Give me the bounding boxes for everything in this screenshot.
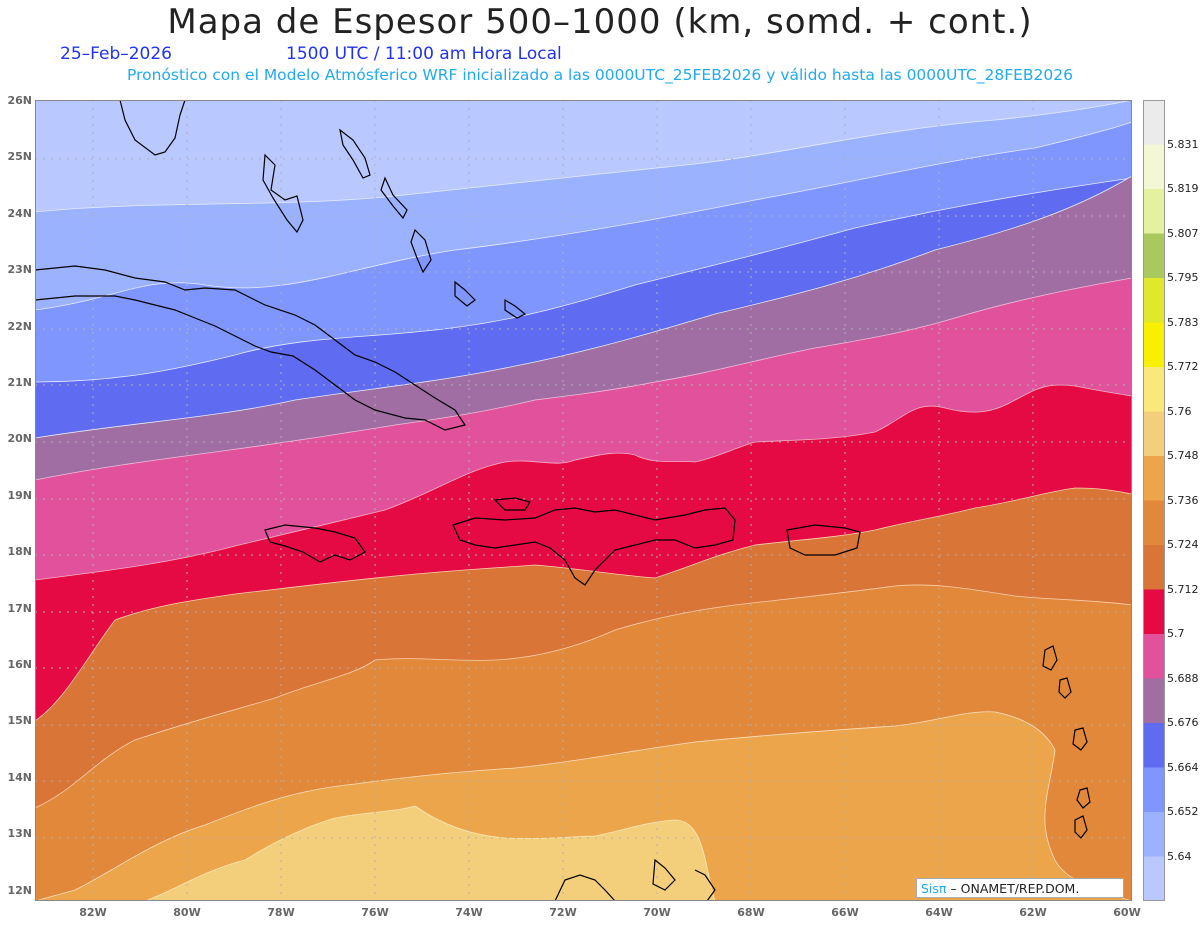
thickness-map — [35, 100, 1132, 901]
lon-label: 62W — [1019, 906, 1047, 919]
lon-label: 64W — [925, 906, 953, 919]
colorbar-label: 5.795 — [1167, 271, 1199, 284]
colorbar-label: 5.688 — [1167, 671, 1199, 685]
lon-label: 78W — [267, 906, 295, 919]
coastlines — [35, 100, 1091, 901]
colorbar-swatch — [1143, 723, 1165, 768]
colorbar-swatch — [1143, 589, 1165, 635]
colorbar-label: 5.712 — [1167, 582, 1199, 596]
colorbar-swatch — [1143, 100, 1165, 145]
forecast-time: 1500 UTC / 11:00 am Hora Local — [286, 44, 562, 64]
credit-box: Sisπ – ONAMET/REP.DOM. — [916, 878, 1124, 898]
lat-label: 12N — [7, 883, 32, 897]
colorbar-swatch — [1143, 322, 1165, 368]
lon-label: 60W — [1113, 906, 1141, 919]
lon-label: 74W — [455, 906, 483, 919]
colorbar-label: 5.7 — [1167, 627, 1185, 640]
colorbar — [1143, 100, 1165, 901]
colorbar-label: 5.724 — [1167, 538, 1199, 551]
lat-label: 26N — [7, 94, 32, 107]
lon-label: 70W — [643, 906, 671, 919]
lon-label: 76W — [361, 906, 389, 919]
lon-label: 80W — [173, 906, 201, 919]
colorbar-swatch — [1143, 678, 1165, 724]
lat-label: 24N — [7, 206, 32, 220]
lat-label: 22N — [7, 319, 32, 333]
colorbar-label: 5.736 — [1167, 493, 1199, 507]
lat-label: 20N — [7, 432, 32, 446]
colorbar-swatch — [1143, 767, 1165, 813]
credit-text: – ONAMET/REP.DOM. — [950, 881, 1080, 896]
lat-label: 17N — [7, 601, 32, 615]
colorbar-label: 5.664 — [1167, 760, 1199, 774]
lon-label: 66W — [831, 906, 859, 919]
colorbar-swatch — [1143, 233, 1165, 279]
colorbar-swatch — [1143, 278, 1165, 323]
colorbar-label: 5.652 — [1167, 805, 1199, 818]
lon-label: 82W — [79, 906, 107, 919]
colorbar-swatch — [1143, 545, 1165, 590]
colorbar-label: 5.807 — [1167, 226, 1199, 240]
lat-label: 15N — [7, 714, 32, 728]
colorbar-label: 5.831 — [1167, 137, 1199, 151]
credit-brand: Sisπ — [921, 881, 947, 896]
lat-lon-grid — [35, 100, 1132, 901]
lon-label: 72W — [549, 906, 577, 919]
colorbar-swatch — [1143, 812, 1165, 857]
lat-label: 18N — [7, 545, 32, 559]
colorbar-label: 5.64 — [1167, 849, 1192, 863]
colorbar-label: 5.772 — [1167, 360, 1199, 373]
colorbar-swatch — [1143, 500, 1165, 546]
colorbar-swatch — [1143, 634, 1165, 679]
colorbar-label: 5.676 — [1167, 716, 1199, 729]
map-title: Mapa de Espesor 500–1000 (km, somd. + co… — [167, 2, 1033, 42]
lat-label: 14N — [7, 770, 32, 784]
forecast-date: 25–Feb–2026 — [60, 44, 172, 64]
lat-label: 16N — [7, 658, 32, 672]
colorbar-swatch — [1143, 856, 1165, 901]
model-info: Pronóstico con el Modelo Atmósferico WRF… — [127, 66, 1073, 84]
colorbar-swatch — [1143, 411, 1165, 457]
lat-label: 21N — [7, 376, 32, 390]
colorbar-swatch — [1143, 144, 1165, 190]
colorbar-label: 5.76 — [1167, 404, 1192, 418]
colorbar-swatch — [1143, 456, 1165, 501]
lat-label: 25N — [7, 150, 32, 164]
colorbar-swatch — [1143, 189, 1165, 234]
lon-label: 68W — [737, 906, 765, 919]
lat-label: 19N — [7, 488, 32, 502]
lat-label: 23N — [7, 263, 32, 277]
lat-label: 13N — [7, 827, 32, 841]
colorbar-swatch — [1143, 367, 1165, 412]
colorbar-label: 5.819 — [1167, 182, 1199, 195]
colorbar-label: 5.748 — [1167, 449, 1199, 462]
colorbar-label: 5.783 — [1167, 315, 1199, 329]
